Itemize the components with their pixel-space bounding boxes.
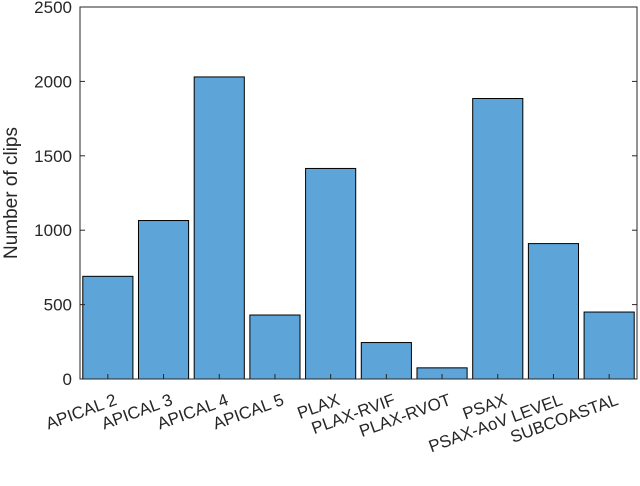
y-axis-label: Number of clips [1, 127, 22, 259]
bar-plax [305, 167, 357, 380]
bar-psax [472, 98, 524, 380]
bar-apical-5 [249, 314, 301, 380]
y-tick-label: 1500 [34, 147, 72, 166]
bar-psax-aov-level [527, 243, 580, 380]
bars-group [82, 76, 635, 380]
y-ticks-group: 0 500 1000 1500 2000 2500 [34, 0, 637, 389]
bar-plax-rvif [360, 342, 412, 380]
y-tick-label: 0 [63, 370, 72, 389]
y-tick-label: 2000 [34, 72, 72, 91]
y-tick-label: 1000 [34, 221, 72, 240]
y-tick-label: 500 [44, 296, 72, 315]
bar-apical-2 [82, 275, 134, 380]
bar-apical-4 [193, 76, 245, 380]
bar-subcoastal [583, 311, 635, 380]
axes-box [79, 6, 638, 380]
y-tick-label: 2500 [34, 0, 72, 17]
bar-apical-3 [137, 220, 190, 380]
